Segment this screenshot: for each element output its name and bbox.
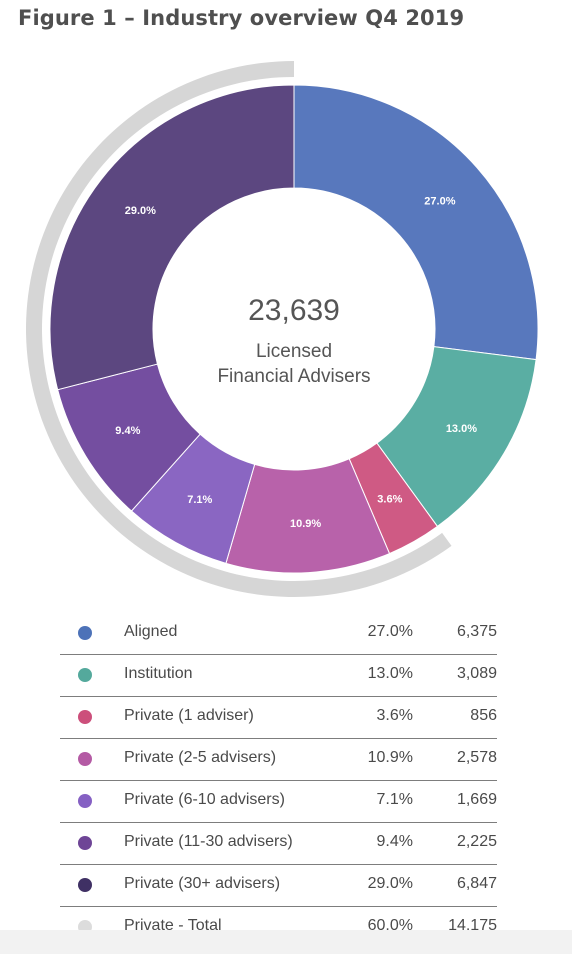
legend-percent: 10.9%	[367, 749, 413, 766]
legend-row: Aligned 27.0% 6,375	[60, 613, 497, 655]
legend-row: Private (30+ advisers) 29.0% 6,847	[60, 865, 497, 907]
slice-data-label: 13.0%	[446, 423, 477, 435]
legend-percent: 9.4%	[376, 833, 413, 850]
donut-chart: 27.0%13.0%3.6%10.9%7.1%9.4%29.0% 23,639 …	[25, 61, 539, 598]
slice-data-label: 7.1%	[187, 494, 212, 506]
legend-percent: 3.6%	[376, 707, 413, 724]
slice-data-label: 27.0%	[424, 195, 455, 207]
legend-swatch	[78, 752, 92, 766]
legend-row: Private (6-10 advisers) 7.1% 1,669	[60, 781, 497, 823]
legend-count: 856	[470, 707, 497, 724]
legend-swatch	[78, 794, 92, 808]
legend-label: Private (2-5 advisers)	[124, 749, 277, 766]
legend-row: Private (1 adviser) 3.6% 856	[60, 697, 497, 739]
legend-count: 2,225	[456, 833, 497, 850]
legend-count: 2,578	[456, 749, 497, 766]
legend-percent: 60.0%	[367, 917, 413, 934]
page-footer-strip	[0, 930, 572, 954]
legend-percent: 7.1%	[376, 791, 413, 808]
legend-row: Private (11-30 advisers) 9.4% 2,225	[60, 823, 497, 865]
legend-label: Institution	[124, 665, 193, 682]
slice-data-label: 29.0%	[125, 205, 156, 217]
figure-title: Figure 1 – Industry overview Q4 2019	[18, 6, 465, 30]
legend-swatch	[78, 710, 92, 724]
legend-label: Private (11-30 advisers)	[124, 833, 293, 850]
legend-label: Private (1 adviser)	[124, 707, 254, 724]
legend-count: 6,847	[456, 875, 497, 892]
donut-hole	[153, 188, 435, 470]
legend-count: 1,669	[456, 791, 497, 808]
legend-percent: 29.0%	[367, 875, 413, 892]
slice-data-label: 10.9%	[290, 518, 321, 530]
legend-swatch	[78, 626, 92, 640]
legend-count: 6,375	[456, 623, 497, 640]
legend-label: Private (30+ advisers)	[124, 875, 281, 892]
legend-percent: 13.0%	[367, 665, 413, 682]
slice-data-label: 9.4%	[115, 425, 140, 437]
legend-row-total: Private - Total 60.0% 14,175	[60, 907, 497, 948]
legend-label: Private - Total	[124, 917, 222, 934]
legend-label: Private (6-10 advisers)	[124, 791, 285, 808]
legend-row: Institution 13.0% 3,089	[60, 655, 497, 697]
legend-count: 3,089	[456, 665, 497, 682]
center-label-line1: Licensed	[256, 341, 332, 362]
legend-swatch	[78, 668, 92, 682]
legend-count: 14,175	[448, 917, 497, 934]
legend-swatch	[78, 878, 92, 892]
center-total: 23,639	[248, 294, 340, 327]
legend-label: Aligned	[124, 623, 178, 640]
legend-swatch	[78, 836, 92, 850]
legend-table: Aligned 27.0% 6,375 Institution 13.0% 3,…	[60, 613, 497, 948]
legend-percent: 27.0%	[367, 623, 413, 640]
legend-row: Private (2-5 advisers) 10.9% 2,578	[60, 739, 497, 781]
center-label-line2: Financial Advisers	[217, 366, 370, 387]
slice-data-label: 3.6%	[377, 493, 402, 505]
